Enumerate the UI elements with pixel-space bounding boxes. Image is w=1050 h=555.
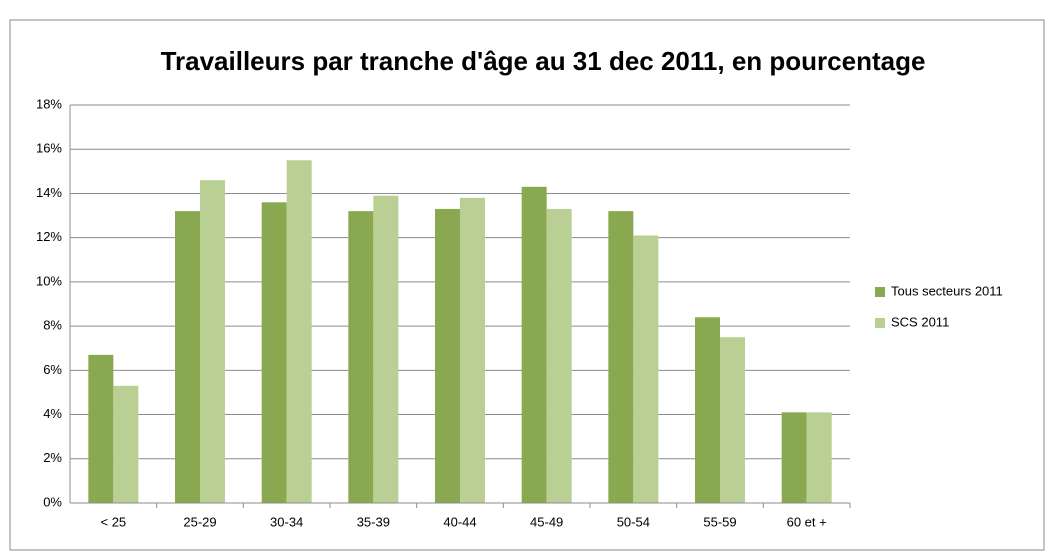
- x-tick-label: 60 et +: [787, 514, 827, 529]
- legend-label: SCS 2011: [891, 314, 949, 329]
- x-tick-label: < 25: [100, 514, 126, 529]
- bar: [286, 160, 312, 503]
- bar: [348, 211, 374, 503]
- legend-swatch: [875, 287, 885, 297]
- y-tick-label: 8%: [43, 318, 62, 333]
- legend-swatch: [875, 318, 885, 328]
- bar: [460, 197, 485, 503]
- bar: [633, 235, 659, 503]
- bar: [373, 195, 399, 503]
- bar: [261, 202, 287, 504]
- x-tick-label: 45-49: [530, 514, 563, 529]
- y-tick-label: 10%: [36, 273, 62, 288]
- bar: [200, 180, 225, 503]
- x-tick-label: 35-39: [357, 514, 390, 529]
- bar: [175, 211, 200, 503]
- x-tick-label: 50-54: [617, 514, 650, 529]
- bar: [113, 385, 139, 503]
- y-tick-label: 4%: [43, 406, 62, 421]
- y-tick-label: 14%: [36, 185, 62, 200]
- bar: [720, 337, 745, 503]
- bar: [546, 208, 572, 503]
- x-tick-label: 30-34: [270, 514, 303, 529]
- y-tick-label: 18%: [36, 96, 62, 111]
- bar: [695, 317, 720, 503]
- y-tick-label: 12%: [36, 229, 62, 244]
- y-tick-label: 16%: [36, 141, 62, 156]
- chart-title: Travailleurs par tranche d'âge au 31 dec…: [161, 46, 926, 76]
- legend-label: Tous secteurs 2011: [891, 283, 1003, 298]
- bar: [781, 412, 807, 503]
- y-tick-label: 0%: [43, 494, 62, 509]
- x-tick-label: 55-59: [703, 514, 736, 529]
- bar: [521, 186, 547, 504]
- x-tick-label: 40-44: [443, 514, 476, 529]
- bar: [806, 412, 832, 503]
- bar: [608, 211, 634, 503]
- bar: [88, 354, 114, 503]
- y-tick-label: 6%: [43, 362, 62, 377]
- y-tick-label: 2%: [43, 450, 62, 465]
- x-tick-label: 25-29: [183, 514, 216, 529]
- bar: [435, 208, 460, 503]
